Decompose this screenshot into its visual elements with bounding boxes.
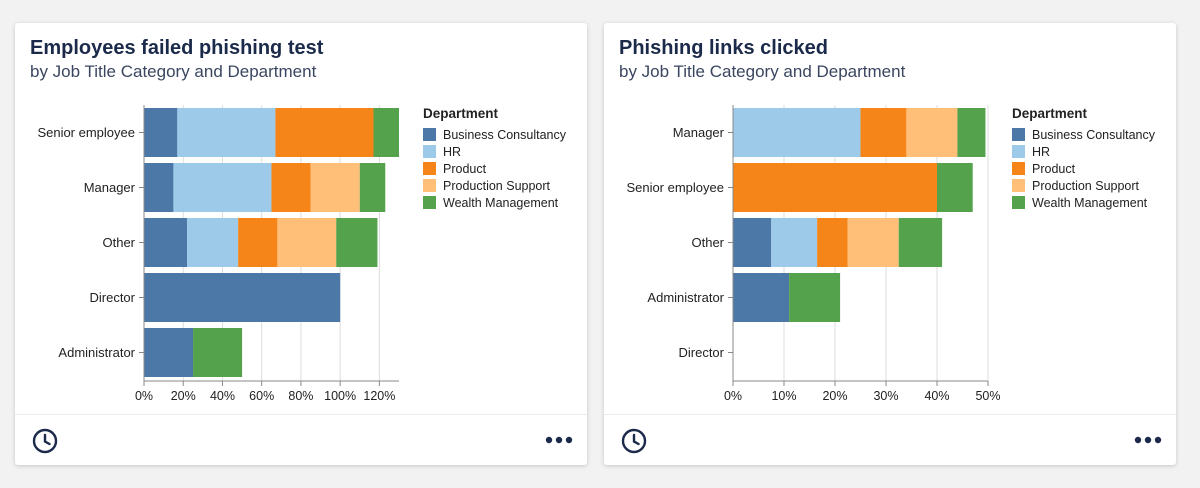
bar-segment	[238, 218, 278, 267]
card-footer	[604, 414, 1176, 465]
clock-icon[interactable]	[621, 428, 647, 454]
clock-icon[interactable]	[32, 428, 58, 454]
x-tick-label: 10%	[771, 389, 796, 403]
bar-segment	[860, 108, 907, 157]
y-tick-label: Other	[691, 235, 724, 250]
legend-swatch	[1012, 145, 1025, 158]
bar-segment	[310, 163, 360, 212]
legend-label: Wealth Management	[443, 196, 559, 210]
bar-segment	[733, 218, 772, 267]
bar-segment	[144, 273, 341, 322]
card-footer	[15, 414, 587, 465]
y-tick-label: Administrator	[647, 290, 724, 305]
x-tick-label: 60%	[249, 389, 274, 403]
legend-label: Business Consultancy	[1032, 128, 1156, 142]
bar-segment	[173, 163, 272, 212]
card-subtitle: by Job Title Category and Department	[619, 62, 906, 81]
legend-swatch	[1012, 162, 1025, 175]
x-tick-label: 120%	[363, 389, 395, 403]
bar-segment	[275, 108, 374, 157]
stacked-bar-chart: Manager Senior employee Other Administrator…	[626, 105, 1156, 403]
legend-swatch	[1012, 128, 1025, 141]
bar-segment	[144, 328, 194, 377]
legend-swatch	[423, 196, 436, 209]
bar-segment	[277, 218, 337, 267]
x-tick-label: 20%	[171, 389, 196, 403]
more-dots-icon[interactable]	[1134, 434, 1162, 446]
legend-swatch	[1012, 179, 1025, 192]
chart-card-links-clicked: Phishing links clicked by Job Title Cate…	[604, 23, 1176, 465]
y-tick-label: Director	[678, 345, 724, 360]
bar-segment	[957, 108, 986, 157]
legend-label: HR	[443, 145, 461, 159]
bar-segment	[937, 163, 973, 212]
legend-label: Wealth Management	[1032, 196, 1148, 210]
legend-label: Business Consultancy	[443, 128, 567, 142]
card-subtitle: by Job Title Category and Department	[30, 62, 317, 81]
legend-label: Product	[443, 162, 487, 176]
bar-segment	[733, 273, 790, 322]
x-tick-label: 20%	[822, 389, 847, 403]
legend-label: Production Support	[1032, 179, 1140, 193]
y-tick-label: Manager	[673, 125, 725, 140]
x-tick-label: 0%	[724, 389, 742, 403]
bar-segment	[187, 218, 239, 267]
legend-swatch	[423, 162, 436, 175]
stacked-bar-chart: Senior employee Manager Other Director Admin…	[37, 105, 567, 403]
bar-segment	[373, 108, 399, 157]
bar-segment	[193, 328, 243, 377]
bar-segment	[733, 108, 861, 157]
bar-segment	[898, 218, 943, 267]
legend-swatch	[1012, 196, 1025, 209]
y-tick-label: Senior employee	[37, 125, 135, 140]
bar-segment	[847, 218, 899, 267]
legend-title: Department	[423, 106, 499, 121]
more-dots-icon[interactable]	[545, 434, 573, 446]
x-tick-label: 100%	[324, 389, 356, 403]
bar-segment	[144, 218, 188, 267]
x-tick-label: 50%	[975, 389, 1000, 403]
x-tick-label: 0%	[135, 389, 153, 403]
bar-segment	[771, 218, 818, 267]
legend-label: Production Support	[443, 179, 551, 193]
y-tick-label: Administrator	[58, 345, 135, 360]
bar-segment	[906, 108, 958, 157]
bar-segment	[144, 108, 178, 157]
legend-swatch	[423, 145, 436, 158]
legend-swatch	[423, 179, 436, 192]
bar-segment	[733, 163, 937, 212]
x-tick-label: 40%	[210, 389, 235, 403]
x-tick-label: 80%	[288, 389, 313, 403]
bar-segment	[359, 163, 386, 212]
bar-segment	[336, 218, 378, 267]
bar-segment	[789, 273, 841, 322]
card-title: Phishing links clicked	[619, 37, 828, 59]
x-tick-label: 40%	[924, 389, 949, 403]
card-title: Employees failed phishing test	[30, 37, 324, 59]
bar-segment	[817, 218, 848, 267]
legend-label: HR	[1032, 145, 1050, 159]
y-tick-label: Manager	[84, 180, 136, 195]
y-tick-label: Other	[102, 235, 135, 250]
legend-label: Product	[1032, 162, 1076, 176]
y-tick-label: Director	[89, 290, 135, 305]
chart-card-failed-phishing: Employees failed phishing test by Job Ti…	[15, 23, 587, 465]
bar-segment	[177, 108, 276, 157]
bar-segment	[144, 163, 174, 212]
legend-swatch	[423, 128, 436, 141]
legend-title: Department	[1012, 106, 1088, 121]
y-tick-label: Senior employee	[626, 180, 724, 195]
x-tick-label: 30%	[873, 389, 898, 403]
bar-segment	[271, 163, 311, 212]
